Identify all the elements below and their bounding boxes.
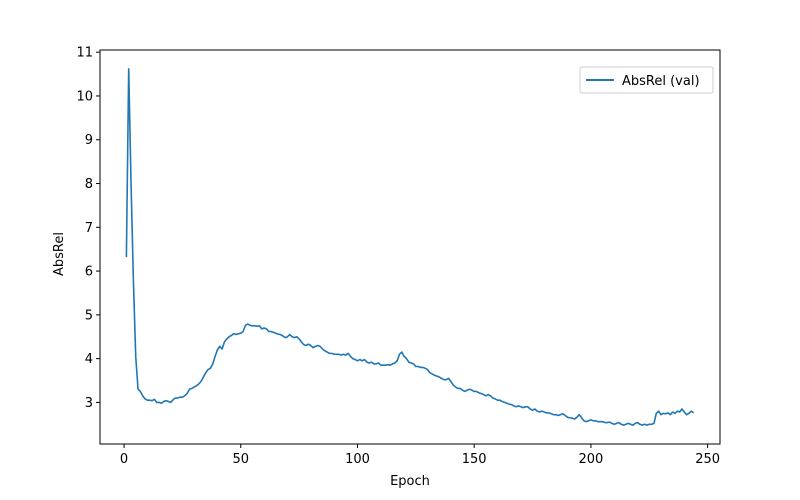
x-tick-label: 200: [578, 452, 603, 467]
x-tick-label: 50: [232, 452, 249, 467]
x-axis-title: Epoch: [390, 474, 430, 489]
y-tick-label: 5: [85, 308, 93, 323]
y-tick-label: 7: [85, 221, 93, 236]
y-tick-label: 11: [76, 46, 93, 61]
y-axis: 3 4 5 6 7 8 9 10 11: [76, 46, 100, 411]
legend-box: [579, 66, 714, 94]
legend: AbsRel (val): [579, 66, 714, 94]
y-tick-label: 3: [85, 396, 93, 411]
plot-frame: [99, 49, 721, 445]
x-axis: 0 50 100 150 200 250: [120, 444, 720, 467]
y-tick-label: 10: [76, 89, 93, 104]
y-tick-label: 8: [85, 177, 93, 192]
y-tick-label: 6: [85, 265, 93, 280]
x-tick-label: 150: [462, 452, 487, 467]
legend-label: AbsRel (val): [622, 74, 700, 89]
series-line: [125, 68, 695, 426]
y-tick-label: 9: [85, 133, 93, 148]
x-tick-label: 250: [695, 452, 720, 467]
y-tick-label: 4: [85, 352, 93, 367]
plot-area: [125, 68, 695, 426]
x-tick-label: 100: [345, 452, 370, 467]
x-tick-label: 0: [120, 452, 128, 467]
y-axis-title: AbsRel: [52, 232, 67, 276]
